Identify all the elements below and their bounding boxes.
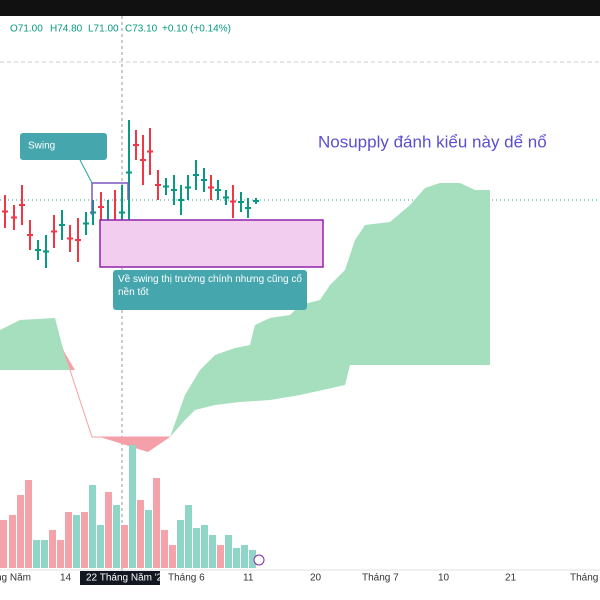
- swing-callout: [20, 133, 107, 160]
- volume-bar: [49, 530, 56, 568]
- volume-bar: [33, 540, 40, 568]
- volume-bar: [161, 530, 168, 568]
- ohlc-close: C73.10: [125, 24, 158, 35]
- crosshair-label-bg: [80, 571, 160, 585]
- volume-bar: [129, 445, 136, 568]
- ohlc-open: O71.00: [10, 24, 43, 35]
- volume-bar: [89, 485, 96, 568]
- top-bar: [0, 0, 600, 16]
- zone-box: [99, 219, 324, 268]
- volume-bar: [105, 492, 112, 568]
- volume-bar: [9, 515, 16, 568]
- cloud-edge: [69, 369, 170, 438]
- volume-bar: [113, 505, 120, 568]
- time-label: 14: [60, 573, 72, 584]
- volume-bar: [241, 545, 248, 568]
- time-label: 10: [438, 573, 450, 584]
- dividend-marker: [253, 554, 265, 566]
- volume-bar: [225, 535, 232, 568]
- volume-bar: [81, 512, 88, 568]
- volume-bar: [97, 525, 104, 568]
- volume-bar: [25, 480, 32, 568]
- time-label: ng Năm: [0, 573, 31, 584]
- volume-bar: [0, 520, 7, 568]
- time-label: Tháng 7: [362, 573, 399, 584]
- ohlc-high: H74.80: [50, 24, 83, 35]
- volume-bar: [193, 528, 200, 568]
- time-label: 22 Tháng Năm '25: [86, 573, 168, 584]
- volume-bar: [177, 520, 184, 568]
- time-label: Tháng 6: [168, 573, 205, 584]
- volume-bar: [145, 510, 152, 568]
- swing-text: Swing: [28, 141, 55, 152]
- time-label: 20: [310, 573, 322, 584]
- time-label: 11: [243, 573, 254, 584]
- volume-bar: [57, 540, 64, 568]
- volume-bar: [209, 535, 216, 568]
- volume-bar: [217, 545, 224, 568]
- time-label: Tháng 8: [570, 573, 600, 584]
- volume-bar: [65, 512, 72, 568]
- ohlc-change: +0.10 (+0.14%): [162, 24, 231, 35]
- note-callout: [113, 270, 307, 310]
- volume-bar: [249, 550, 256, 568]
- volume-bar: [169, 545, 176, 568]
- cloud: [0, 318, 70, 370]
- callout-pointer: [79, 159, 93, 184]
- time-label: 21: [505, 573, 517, 584]
- volume-bar: [233, 548, 240, 568]
- volume-bar: [121, 525, 128, 568]
- volume-bar: [137, 500, 144, 568]
- volume-bar: [153, 478, 160, 568]
- volume-bar: [41, 540, 48, 568]
- volume-bar: [185, 505, 192, 568]
- swing-line: [91, 182, 129, 215]
- annotation-title: Nosupply đánh kiểu này dể nổ: [318, 132, 547, 151]
- volume-bar: [73, 515, 80, 568]
- volume-bar: [201, 525, 208, 568]
- cloud: [170, 183, 490, 437]
- cloud-red: [62, 348, 75, 370]
- ohlc-low: L71.00: [88, 24, 119, 35]
- note-text: Về swing thị trường chính nhưng cũng cố …: [118, 274, 302, 298]
- volume-bar: [17, 495, 24, 568]
- note: Về swing thị trường chính nhưng cũng cố …: [118, 274, 302, 298]
- cloud-red: [100, 437, 170, 452]
